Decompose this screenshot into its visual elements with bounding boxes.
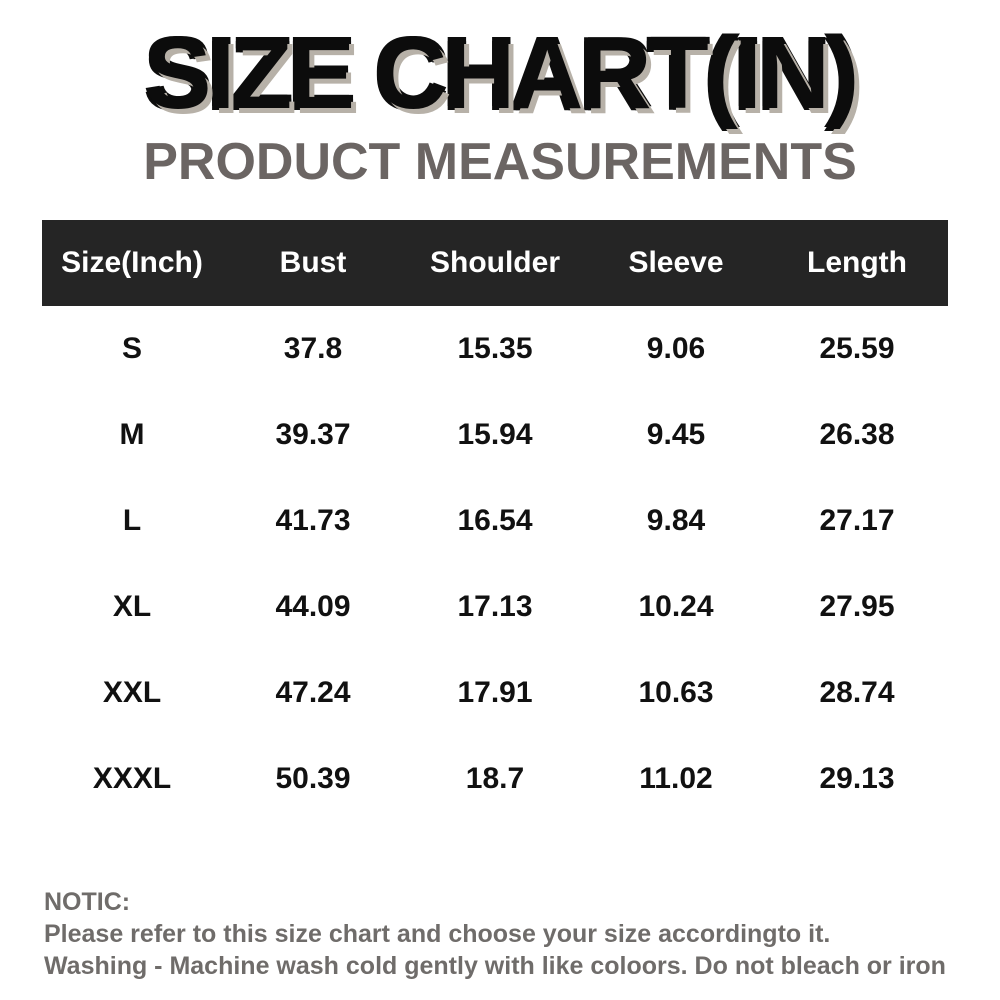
size-cell: L	[122, 504, 142, 537]
bust-cell: 50.39	[275, 762, 351, 795]
size-table: Size(Inch) Bust Shoulder Sleeve Length S…	[42, 220, 948, 822]
size-cell: XXL	[102, 676, 162, 709]
length-cell: 29.13	[819, 762, 895, 795]
column-header-bust: Bust	[279, 246, 347, 279]
notice-line-size: Please refer to this size chart and choo…	[44, 920, 831, 948]
table-row: XL 44.09 17.13 10.24 27.95	[42, 564, 948, 650]
shoulder-cell: 17.91	[457, 676, 533, 709]
size-cell: M	[119, 418, 145, 451]
table-header-row: Size(Inch) Bust Shoulder Sleeve Length	[42, 220, 948, 306]
length-cell: 26.38	[819, 418, 895, 451]
sleeve-cell: 11.02	[639, 762, 713, 795]
notice-line-washing: Washing - Machine wash cold gently with …	[44, 952, 946, 980]
size-cell: XL	[112, 590, 152, 623]
bust-cell: 47.24	[275, 676, 351, 709]
length-cell: 25.59	[819, 332, 895, 365]
bust-cell: 39.37	[275, 418, 351, 451]
column-header-sleeve: Sleeve	[628, 246, 724, 279]
size-cell: S	[121, 332, 142, 365]
sleeve-cell: 9.45	[646, 418, 706, 451]
bust-cell: 41.73	[275, 504, 351, 537]
size-cell: XXXL	[92, 762, 172, 795]
page-subtitle: PRODUCT MEASUREMENTS	[143, 133, 857, 191]
column-header-shoulder: Shoulder	[429, 246, 560, 279]
sleeve-cell: 10.63	[638, 676, 714, 709]
shoulder-cell: 15.35	[457, 332, 533, 365]
sleeve-cell: 9.84	[646, 504, 706, 537]
table-row: XXL 47.24 17.91 10.63 28.74	[42, 650, 948, 736]
sleeve-cell: 9.06	[646, 332, 706, 365]
notice-heading: NOTIC:	[44, 888, 131, 916]
column-header-length: Length	[807, 246, 907, 279]
shoulder-cell: 18.7	[465, 762, 525, 795]
table-row: XXXL 50.39 18.7 11.02 29.13	[42, 736, 948, 822]
sleeve-cell: 10.24	[638, 590, 714, 623]
length-cell: 28.74	[819, 676, 895, 709]
shoulder-cell: 17.13	[457, 590, 533, 623]
page-title: SIZE CHART(IN)	[144, 18, 860, 130]
length-cell: 27.17	[819, 504, 895, 537]
bust-cell: 37.8	[283, 332, 343, 365]
table-row: M 39.37 15.94 9.45 26.38	[42, 392, 948, 478]
length-cell: 27.95	[819, 590, 895, 623]
notice-block: NOTIC: Please refer to this size chart a…	[44, 886, 984, 982]
column-header-size: Size(Inch)	[61, 246, 203, 279]
table-row: L 41.73 16.54 9.84 27.17	[42, 478, 948, 564]
table-row: S 37.8 15.35 9.06 25.59	[42, 306, 948, 392]
shoulder-cell: 15.94	[457, 418, 533, 451]
shoulder-cell: 16.54	[457, 504, 533, 537]
bust-cell: 44.09	[275, 590, 351, 623]
